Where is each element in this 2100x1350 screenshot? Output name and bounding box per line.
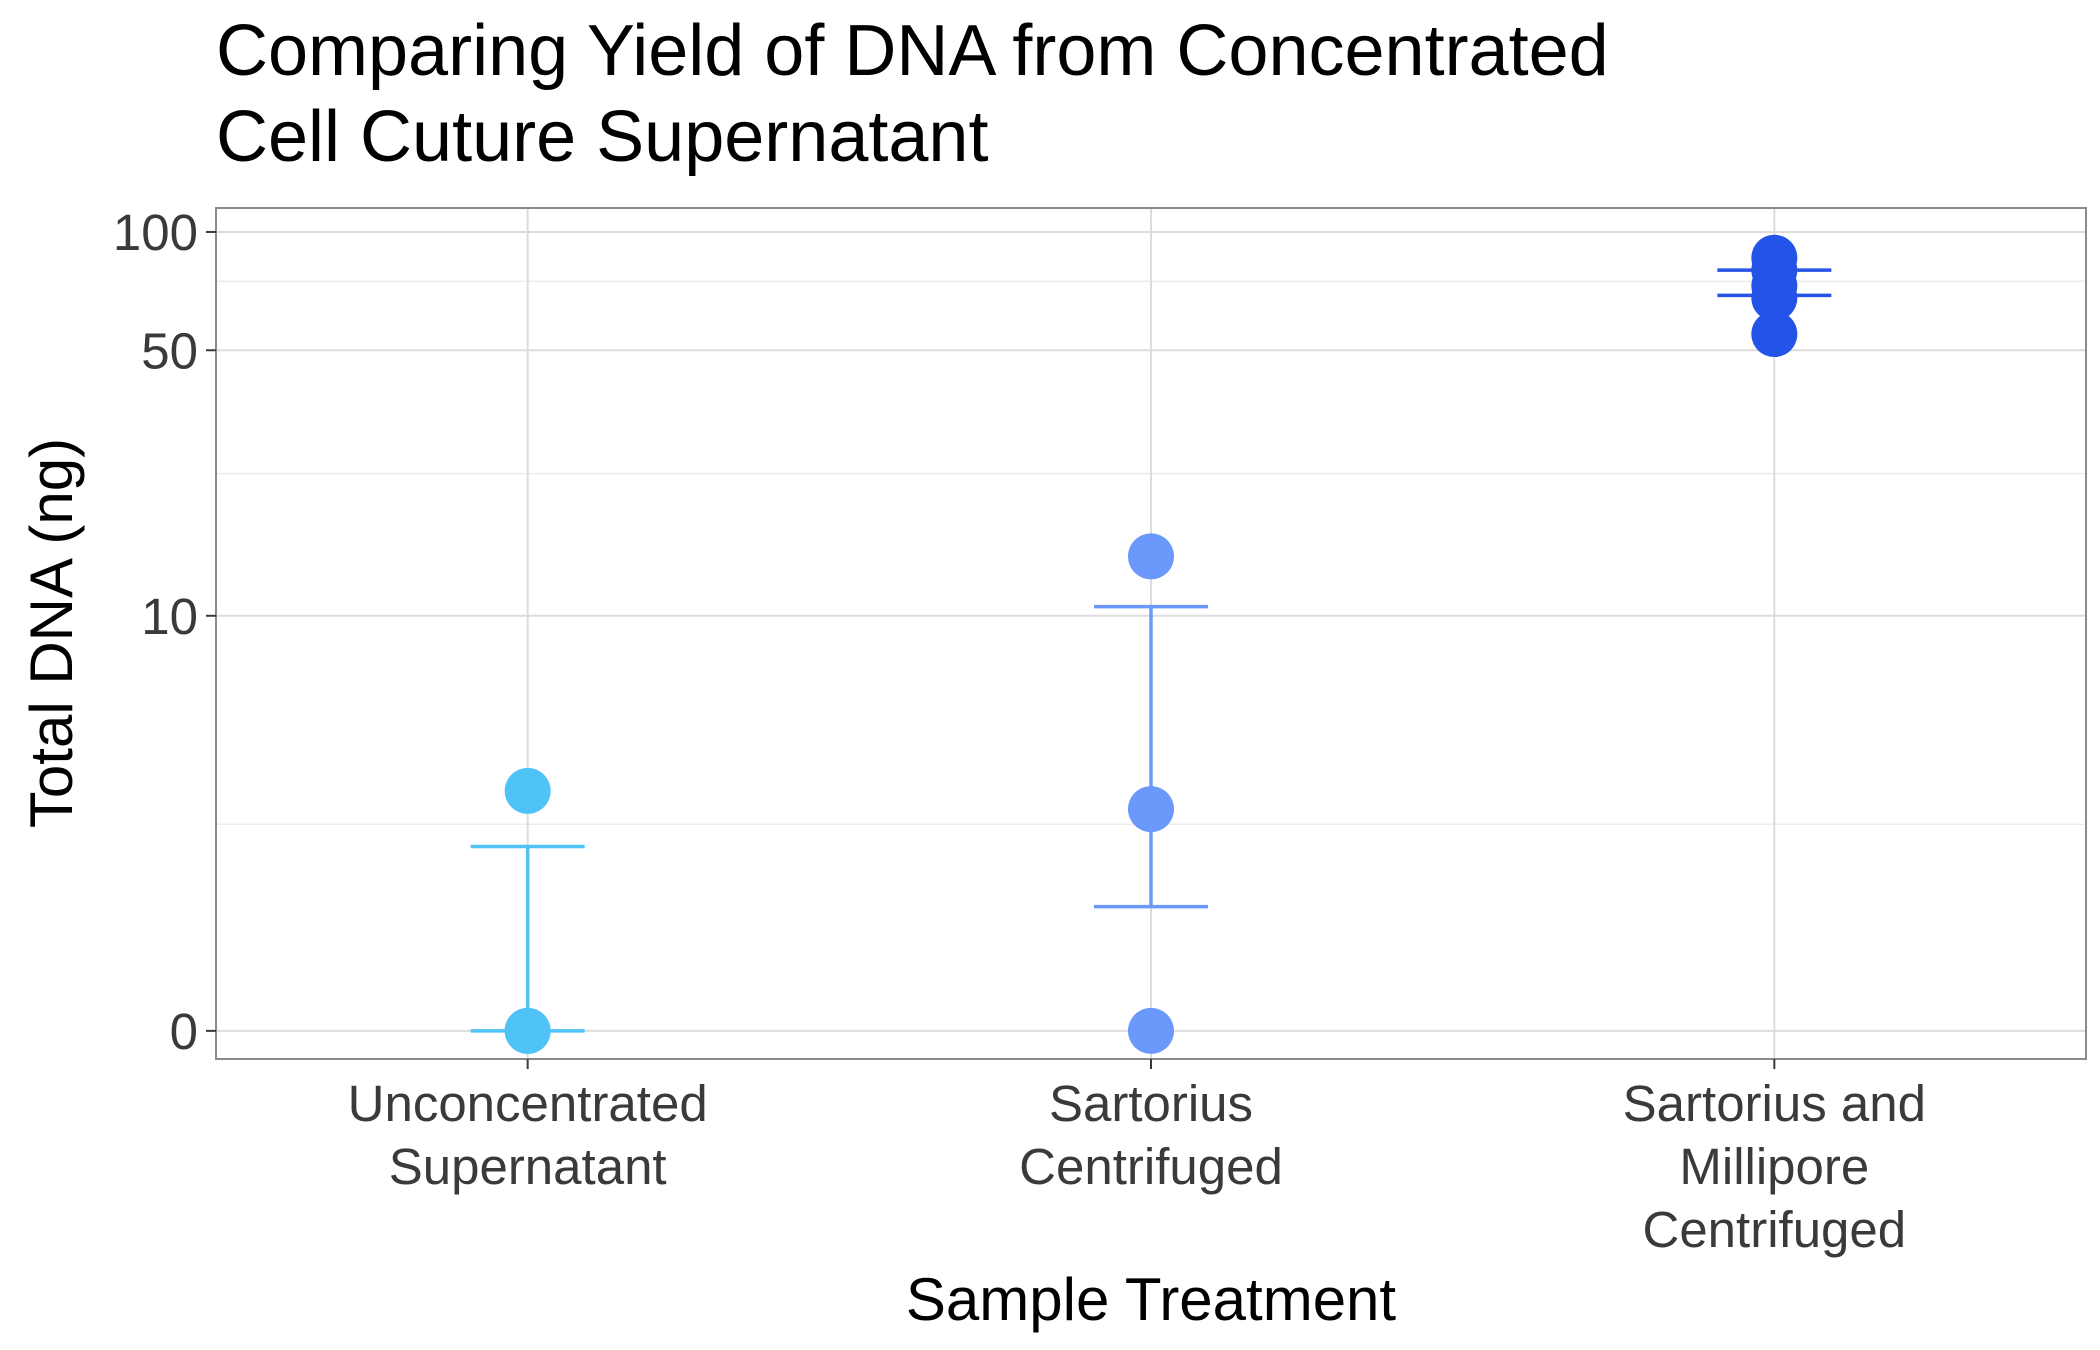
- x-axis-ticks: Unconcentrated Supernatant Sartorius Centri…: [348, 1059, 1926, 1258]
- y-tick-label: 50: [141, 322, 198, 379]
- data-point: [1128, 533, 1174, 580]
- x-tick-label: Sartorius and Millipore Centrifuged: [1623, 1075, 1926, 1258]
- chart-title-line-2: Cell Cuture Supernatant: [216, 97, 988, 177]
- data-point: [1128, 786, 1174, 833]
- error-bar: [1094, 604, 1208, 909]
- x-tick-label: Unconcentrated Supernatant: [348, 1075, 708, 1195]
- y-tick-label: 100: [113, 204, 198, 261]
- y-axis-ticks: 0 10 50 100: [113, 204, 216, 1060]
- data-point: [504, 767, 551, 814]
- data-point: [1751, 274, 1798, 321]
- chart-title-line-1: Comparing Yield of DNA from Concentrated: [216, 11, 1609, 91]
- x-tick-label-line: Unconcentrated: [348, 1075, 708, 1132]
- error-bar: [470, 844, 585, 1033]
- data-point: [1751, 311, 1798, 358]
- y-tick-label: 0: [170, 1003, 198, 1060]
- x-tick-label-line: Centrifuged: [1642, 1201, 1906, 1258]
- x-tick-label-line: Sartorius: [1049, 1075, 1253, 1132]
- data-point: [504, 1007, 551, 1054]
- chart-title: Comparing Yield of DNA from Concentrated…: [216, 11, 1609, 177]
- y-axis-title: Total DNA (ng): [18, 438, 85, 828]
- x-axis-title: Sample Treatment: [906, 1266, 1397, 1333]
- x-tick-label-line: Millipore: [1679, 1138, 1869, 1195]
- x-tick-label-line: Centrifuged: [1019, 1138, 1283, 1195]
- x-tick-label-line: Supernatant: [389, 1138, 667, 1195]
- data-point: [1128, 1007, 1174, 1054]
- y-tick-label: 10: [141, 588, 198, 645]
- data-points: [504, 234, 1798, 1054]
- x-tick-label: Sartorius Centrifuged: [1019, 1075, 1283, 1195]
- x-tick-label-line: Sartorius and: [1623, 1075, 1926, 1132]
